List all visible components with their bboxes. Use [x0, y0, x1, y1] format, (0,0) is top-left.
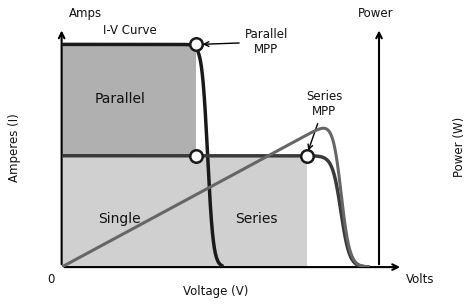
Bar [62, 45, 196, 156]
Text: Voltage (V): Voltage (V) [182, 285, 248, 297]
Text: I-V Curve: I-V Curve [103, 24, 157, 37]
Bar [62, 156, 196, 267]
Text: Volts: Volts [406, 273, 435, 286]
Text: Amperes (I): Amperes (I) [8, 113, 21, 182]
Text: Power: Power [358, 7, 393, 21]
Text: Series
MPP: Series MPP [306, 90, 343, 149]
Text: Series: Series [235, 212, 277, 226]
Bar [196, 156, 307, 267]
Text: Single: Single [98, 212, 141, 226]
Text: Amps: Amps [68, 7, 101, 21]
Text: Power (W): Power (W) [453, 117, 466, 177]
Text: Parallel
MPP: Parallel MPP [204, 28, 288, 56]
Text: 0: 0 [48, 273, 55, 286]
Text: Parallel: Parallel [94, 92, 145, 107]
